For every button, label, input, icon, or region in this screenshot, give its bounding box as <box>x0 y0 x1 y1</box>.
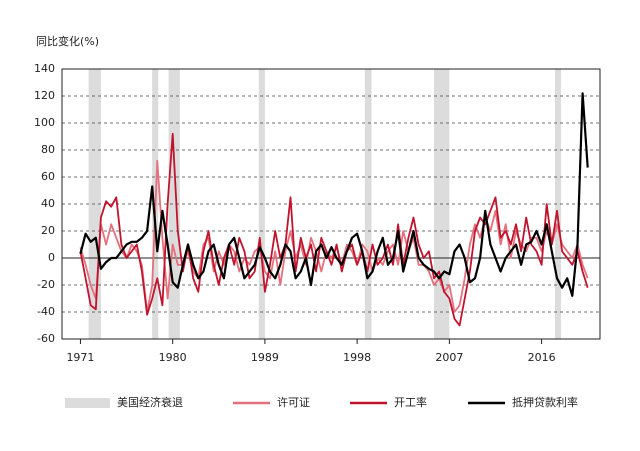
y-tick-label: -40 <box>37 305 55 318</box>
y-tick-label: 140 <box>34 62 55 75</box>
x-tick-label: 1971 <box>66 351 94 364</box>
x-tick-label: 2007 <box>435 351 463 364</box>
x-tick-label: 1989 <box>251 351 279 364</box>
y-tick-label: 40 <box>41 197 55 210</box>
plot-frame <box>61 68 601 340</box>
y-tick-label: -60 <box>37 332 55 345</box>
legend-swatch <box>65 398 110 408</box>
y-tick-label: 120 <box>34 89 55 102</box>
y-tick-label: 20 <box>41 224 55 237</box>
y-axis-title: 同比变化(%) <box>36 34 99 48</box>
x-tick-label: 2016 <box>528 351 556 364</box>
y-tick-label: -20 <box>37 278 55 291</box>
recession-band <box>168 69 180 339</box>
x-tick-label: 1998 <box>343 351 371 364</box>
recession-band <box>554 69 562 339</box>
legend-label: 美国经济衰退 <box>117 395 183 409</box>
y-tick-label: 100 <box>34 116 55 129</box>
y-tick-label: 80 <box>41 143 55 156</box>
x-tick-label: 1980 <box>159 351 187 364</box>
y-tick-label: 0 <box>48 251 55 264</box>
series-line <box>79 92 589 297</box>
legend-label: 开工率 <box>394 395 427 409</box>
y-tick-label: 60 <box>41 170 55 183</box>
legend-label: 抵押贷款利率 <box>512 395 578 409</box>
legend-label: 许可证 <box>277 396 310 409</box>
